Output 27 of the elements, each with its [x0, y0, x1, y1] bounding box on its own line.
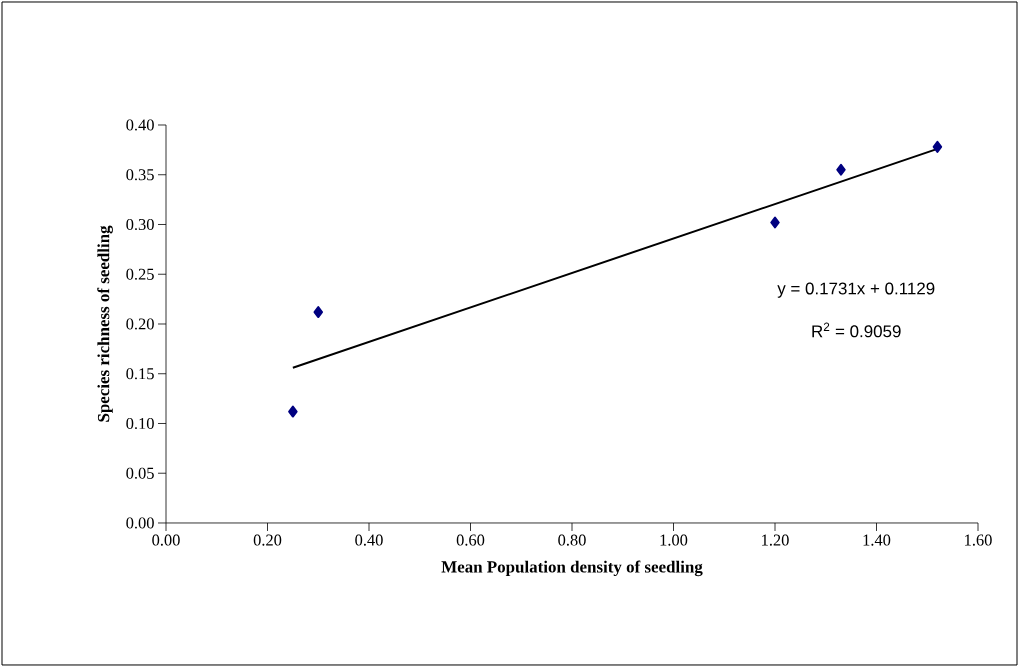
x-axis-title: Mean Population density of seedling [441, 560, 703, 577]
point [932, 140, 943, 153]
x-tick-label: 1.60 [965, 534, 992, 546]
x-tick-label: 0.00 [152, 534, 180, 546]
x-tick-label: 0.20 [253, 534, 282, 546]
x-tick-label: 0.80 [558, 534, 586, 546]
point [313, 306, 324, 319]
annotation: y = 0.1731x + 0.1129 [777, 282, 935, 298]
y-tick-label: 0.05 [126, 467, 154, 479]
x-tick-label: 1.20 [762, 534, 789, 546]
y-tick-label: 0.40 [126, 119, 154, 131]
y-tick-label: 0.25 [126, 268, 154, 280]
y-tick-label: 0.20 [126, 318, 154, 330]
y-axis-title: Species richness of seedling [97, 225, 113, 422]
point [770, 216, 780, 229]
y-tick-label: 0.30 [126, 218, 154, 231]
x-tick-label: 1.40 [863, 534, 891, 546]
y-tick-label: 0.35 [126, 169, 154, 181]
x-tick-label: 0.40 [355, 534, 383, 546]
x-tick-label: 1.00 [660, 534, 688, 546]
y-tick-label: 0.10 [126, 417, 154, 430]
x-tick-label: 0.60 [456, 534, 485, 546]
y-tick-label: 0.00 [126, 517, 154, 529]
point [836, 163, 846, 176]
y-tick-label: 0.15 [126, 368, 154, 380]
point [288, 405, 298, 418]
annotation: R$^{2}$ = 0.9059 [812, 322, 901, 338]
